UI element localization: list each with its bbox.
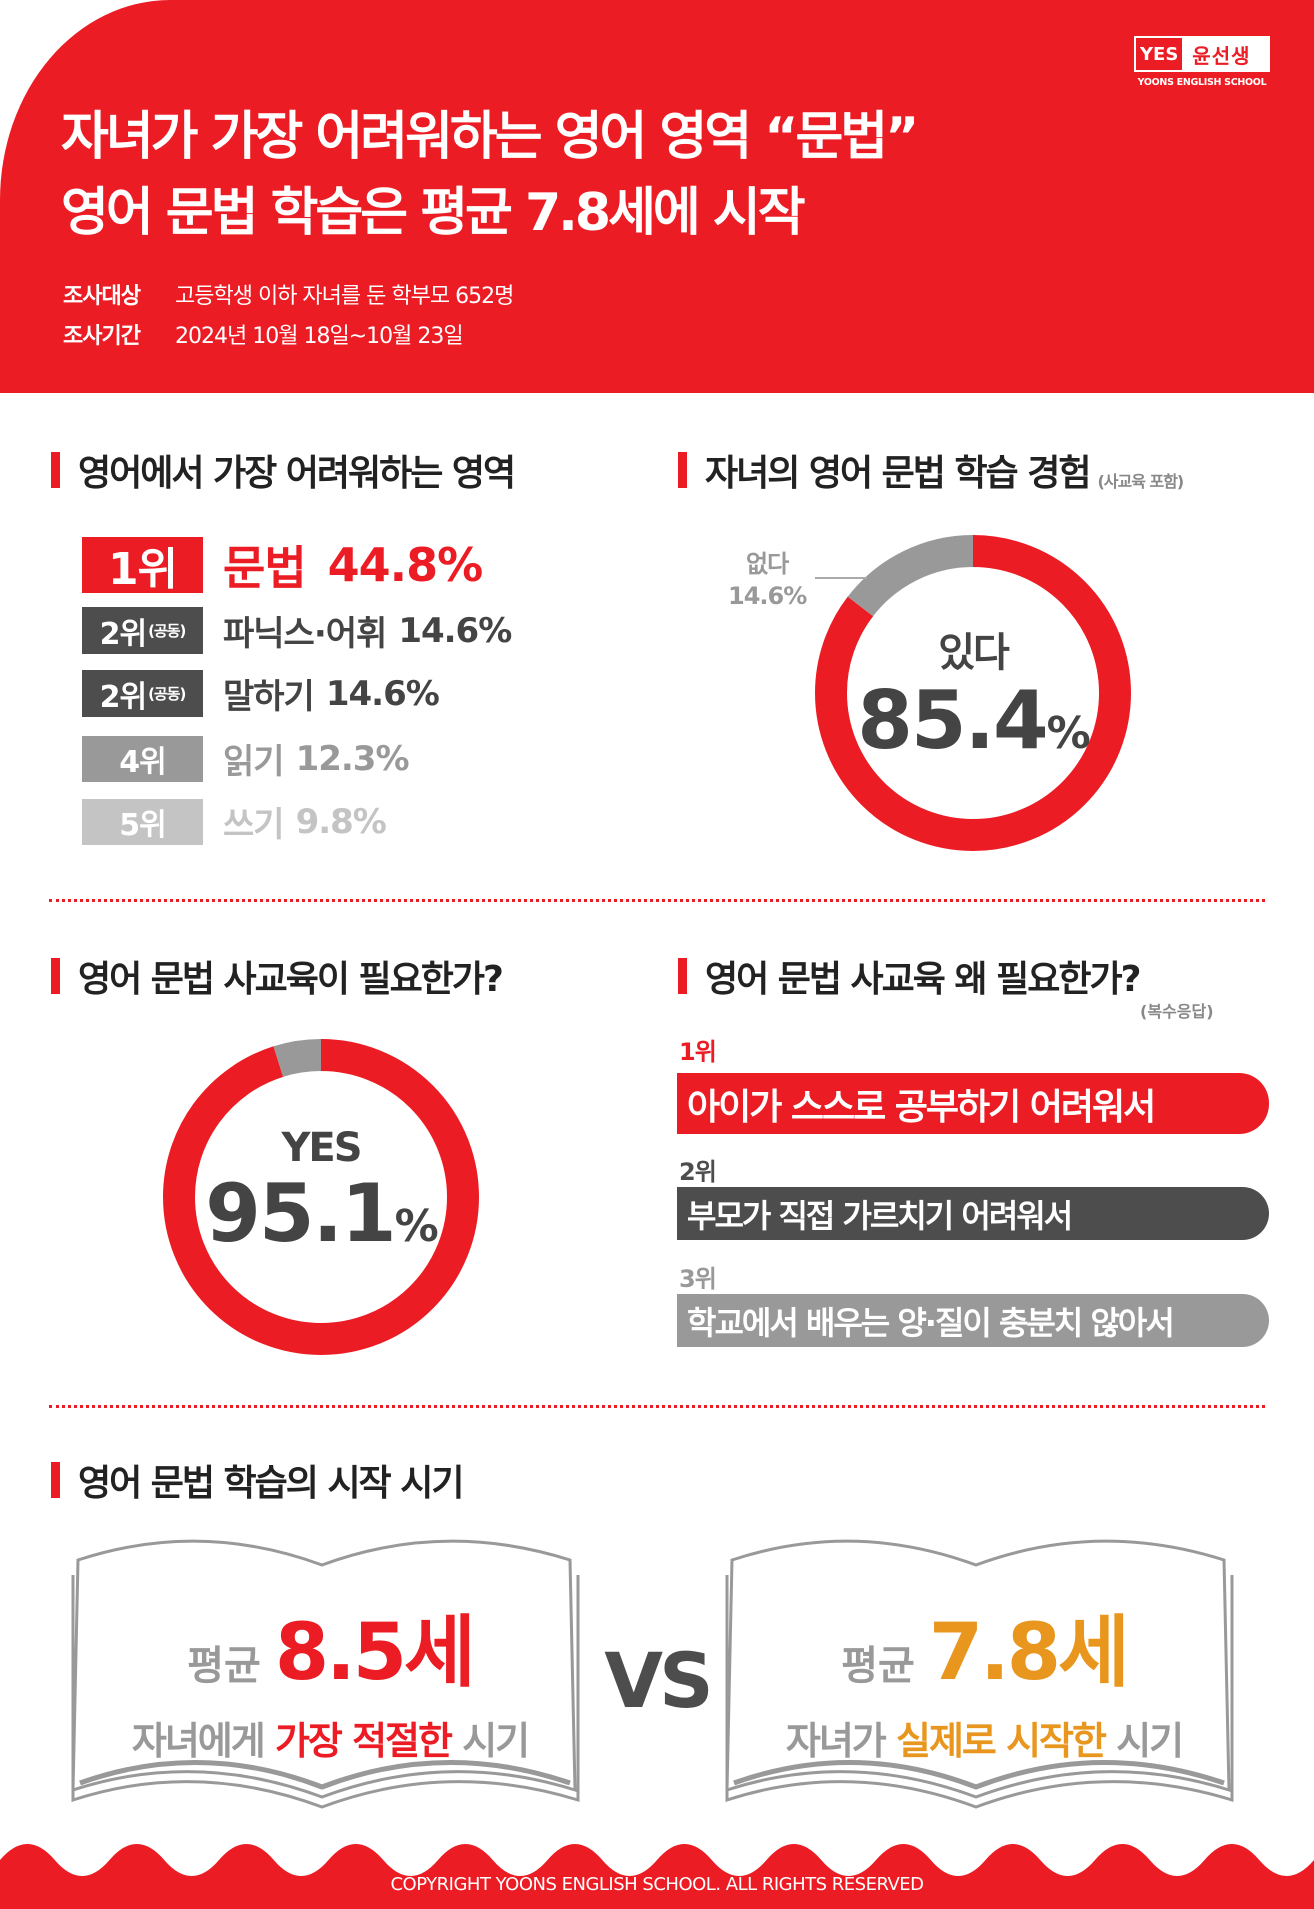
experience-center: 있다 85.4% (823, 620, 1123, 777)
logo-subtitle: YOONS ENGLISH SCHOOL (1137, 77, 1267, 88)
reason-rank-3: 3위 (679, 1265, 717, 1293)
survey-period-value: 2024년 10월 18일~10월 23일 (175, 324, 464, 349)
heading-text: 영어 문법 학습의 시작 시기 (78, 1463, 464, 1504)
no-value: 14.6% (728, 582, 807, 610)
copyright: COPYRIGHT YOONS ENGLISH SCHOOL. ALL RIGH… (390, 1874, 924, 1895)
survey-target-value: 고등학생 이하 자녀를 둔 학부모 652명 (175, 284, 514, 309)
rank-value: 14.6% (325, 673, 440, 714)
rank-badge: 1위 (82, 537, 203, 595)
yes-value: 85.4 (857, 674, 1048, 767)
avg-value: 7.8세 (928, 1608, 1130, 1698)
desc-post: 시기 (1104, 1719, 1184, 1763)
reason-rank-2: 2위 (679, 1158, 717, 1186)
divider (49, 899, 1265, 902)
rank-value: 44.8% (327, 538, 484, 592)
heading-text: 영어에서 가장 어려워하는 영역 (78, 453, 516, 494)
avg-label: 평균 (187, 1643, 261, 1689)
heading-text: 자녀의 영어 문법 학습 경험 (705, 453, 1091, 494)
desc-pre: 자녀가 (785, 1719, 896, 1763)
pct-sign: % (394, 1201, 439, 1252)
rank-row-5: 5위 쓰기 9.8% (82, 797, 387, 846)
survey-target-label: 조사대상 (63, 284, 141, 309)
rank-number: 2위 (99, 616, 147, 652)
rank-row-2: 2위 (공동) 파닉스·어휘 14.6% (82, 606, 512, 655)
heading-bar (678, 452, 687, 488)
section-heading-why: 영어 문법 사교육 왜 필요한가? (678, 950, 1141, 1002)
reason-bar-2: 부모가 직접 가르치기 어려워서 (677, 1187, 1269, 1240)
book-icon-right (725, 1539, 1234, 1809)
pct-sign: % (1046, 708, 1091, 759)
section-heading-start: 영어 문법 학습의 시작 시기 (51, 1454, 464, 1506)
avg-value: 8.5세 (274, 1608, 476, 1698)
avg-label: 평균 (841, 1643, 915, 1689)
divider (49, 1405, 1265, 1408)
right-book-content: 평균 7.8세 자녀가 실제로 시작한 시기 (729, 1590, 1239, 1765)
no-label: 없다 (746, 550, 789, 578)
heading-text: 영어 문법 사교육 왜 필요한가? (705, 959, 1141, 1000)
desc-highlight: 실제로 시작한 (895, 1719, 1107, 1763)
rank-value: 9.8% (295, 801, 387, 842)
rank-tie: (공동) (148, 622, 186, 640)
reason-bar-3: 학교에서 배우는 양·질이 충분치 않아서 (677, 1294, 1269, 1347)
rank-label: 읽기 (223, 742, 285, 782)
leader-line (815, 577, 867, 579)
rank-row-4: 4위 읽기 12.3% (82, 734, 410, 783)
logo-mark: YES (1134, 36, 1185, 72)
donut-slice (163, 1039, 479, 1355)
rank-badge: 2위 (공동) (82, 670, 203, 717)
section-heading-difficult: 영어에서 가장 어려워하는 영역 (51, 444, 516, 496)
section-heading-experience: 자녀의 영어 문법 학습 경험 (사교육 포함) (678, 444, 1184, 496)
rank-value: 12.3% (295, 738, 410, 779)
desc-post: 시기 (450, 1719, 530, 1763)
survey-target: 조사대상 고등학생 이하 자녀를 둔 학부모 652명 (63, 278, 514, 310)
yes-label: YES (281, 1125, 362, 1171)
heading-text: 영어 문법 사교육이 필요한가? (78, 959, 504, 1000)
why-note: (복수응답) (1140, 1002, 1214, 1021)
rank-label: 쓰기 (223, 805, 285, 845)
rank-label: 말하기 (223, 677, 315, 717)
experience-donut (815, 535, 1131, 851)
rank-badge: 4위 (82, 735, 203, 782)
desc-pre: 자녀에게 (131, 1719, 275, 1763)
rank-tie: (공동) (148, 685, 186, 703)
rank-label: 파닉스·어휘 (223, 614, 387, 654)
rank-label: 문법 (223, 541, 307, 595)
reason-rank-1: 1위 (679, 1038, 717, 1066)
reason-bar-1: 아이가 스스로 공부하기 어려워서 (677, 1073, 1269, 1134)
no-label-group: 없다 14.6% (728, 548, 807, 612)
need-donut (163, 1039, 479, 1355)
rank-badge: 5위 (82, 798, 203, 845)
rank-value: 14.6% (398, 610, 512, 651)
footer-wave (0, 1844, 1314, 1909)
rank-row-1: 1위 문법 44.8% (82, 532, 484, 598)
heading-bar (51, 1462, 60, 1498)
heading-bar (51, 958, 60, 994)
survey-period: 조사기간 2024년 10월 18일~10월 23일 (63, 318, 464, 350)
rank-row-3: 2위 (공동) 말하기 14.6% (82, 669, 440, 718)
survey-period-label: 조사기간 (63, 324, 141, 349)
section-heading-need: 영어 문법 사교육이 필요한가? (51, 950, 504, 1002)
title-line-2: 영어 문법 학습은 평균 7.8세에 시작 (61, 183, 806, 243)
book-icon-left (71, 1539, 580, 1809)
rank-number: 2위 (99, 679, 147, 715)
rank-badge: 2위 (공동) (82, 607, 203, 654)
logo: YES 윤선생 (1134, 36, 1270, 72)
left-book-content: 평균 8.5세 자녀에게 가장 적절한 시기 (75, 1590, 585, 1765)
heading-note: (사교육 포함) (1097, 472, 1184, 491)
vs-label: VS (604, 1636, 714, 1725)
donut-slice (815, 535, 1131, 851)
need-center: YES 95.1% (171, 1125, 471, 1270)
yes-label: 있다 (938, 630, 1010, 676)
title-line-1: 자녀가 가장 어려워하는 영어 영역 “문법” (61, 107, 919, 167)
yes-value: 95.1 (205, 1167, 396, 1260)
desc-highlight: 가장 적절한 (274, 1719, 453, 1763)
logo-name: 윤선생 (1192, 43, 1251, 68)
heading-bar (678, 958, 687, 994)
header-banner (0, 0, 1314, 393)
heading-bar (51, 452, 60, 488)
